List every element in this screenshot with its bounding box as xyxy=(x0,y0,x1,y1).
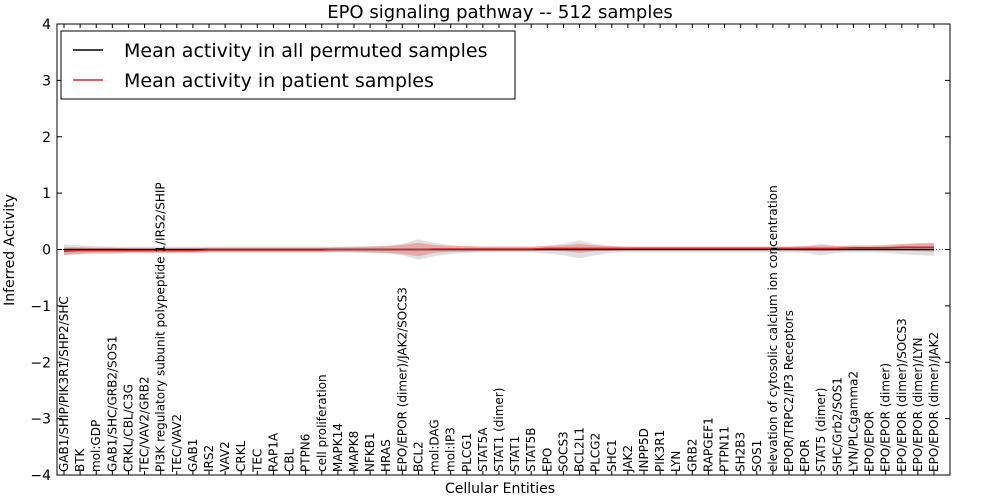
x-tick-label: CBL xyxy=(283,448,297,472)
y-tick-label: 0 xyxy=(42,243,51,259)
x-tick-label: EPO/EPOR (dimer)/JAK2 xyxy=(927,332,941,472)
x-tick-label: mol:GDP xyxy=(89,420,103,472)
x-axis-label: Cellular Entities xyxy=(445,481,555,497)
x-tick-label: mol:IP3 xyxy=(444,427,458,472)
chart-title: EPO signaling pathway -- 512 samples xyxy=(327,2,673,23)
x-tick-label: TEC xyxy=(250,449,264,473)
y-axis-label: Inferred Activity xyxy=(2,194,18,306)
x-ticks: GAB1/SHIP/PIK3R1/SHP2/SHC BTK mol:GDP GAB1/… xyxy=(57,24,941,475)
x-tick-label: elevation of cytosolic calcium ion conce… xyxy=(766,185,780,472)
x-tick-label: GAB1/SHIP/PIK3R1/SHP2/SHC xyxy=(57,296,71,472)
x-tick-label: SOCS3 xyxy=(556,431,570,472)
x-tick-label: HRAS xyxy=(379,439,393,472)
x-tick-label: GAB1/SHC/GRB2/SOS1 xyxy=(105,336,119,472)
y-tick-label: 3 xyxy=(42,73,51,89)
y-ticks: −4 −3 −2 −1 0 1 2 3 4 xyxy=(30,17,950,484)
y-tick-label: 2 xyxy=(42,130,51,146)
x-tick-label: EPO/EPOR (dimer)/LYN xyxy=(911,338,925,472)
x-tick-label: PLCG2 xyxy=(589,433,603,472)
x-tick-label: MAPK14 xyxy=(331,423,345,472)
x-tick-label: LYN xyxy=(669,451,683,472)
y-tick-label: −4 xyxy=(30,468,51,484)
x-tick-label: SHC/Grb2/SOS1 xyxy=(830,377,844,472)
legend-box xyxy=(60,30,516,100)
x-tick-label: MAPK8 xyxy=(347,431,361,472)
lines-layer xyxy=(63,246,934,252)
x-tick-label: SH2B3 xyxy=(734,432,748,472)
y-tick-label: −2 xyxy=(30,355,51,371)
legend-label-permuted: Mean activity in all permuted samples xyxy=(124,40,487,62)
x-tick-label: RAPGEF1 xyxy=(701,417,715,472)
x-tick-label: EPOR xyxy=(798,439,812,472)
x-tick-label: BCL2L1 xyxy=(573,427,587,472)
x-tick-label: TEC/VAV2 xyxy=(170,414,184,473)
x-tick-label: PIK3R1 xyxy=(653,430,667,472)
x-tick-label: GRB2 xyxy=(685,438,699,472)
x-tick-label: STAT1 (dimer) xyxy=(492,388,506,472)
x-tick-label: RAP1A xyxy=(266,432,280,472)
x-tick-label: PTPN6 xyxy=(299,434,313,472)
series-line-patient xyxy=(63,246,934,252)
x-tick-label: GAB1 xyxy=(186,439,200,472)
y-tick-label: −3 xyxy=(30,412,51,428)
x-tick-label: STAT5A xyxy=(476,427,490,472)
y-tick-label: 4 xyxy=(42,17,51,33)
x-tick-label: SOS1 xyxy=(750,440,764,472)
x-tick-label: CRKL xyxy=(234,440,248,472)
x-tick-label: IRS2 xyxy=(202,445,216,472)
x-tick-label: cell proliferation xyxy=(315,374,329,472)
y-tick-label: 1 xyxy=(42,186,51,202)
x-tick-label: SHC1 xyxy=(605,439,619,472)
x-tick-label: TEC/VAV2/GRB2 xyxy=(138,376,152,473)
x-tick-label: STAT5B xyxy=(524,428,538,473)
x-tick-label: PLCG1 xyxy=(460,433,474,472)
x-tick-label: EPOR/TRPC2/IP3 Receptors xyxy=(782,310,796,472)
x-tick-label: STAT5 (dimer) xyxy=(814,388,828,472)
x-tick-label: LYN/PLCgamma2 xyxy=(846,371,860,472)
x-tick-label: BCL2 xyxy=(411,441,425,472)
legend-label-patient: Mean activity in patient samples xyxy=(124,70,434,92)
x-tick-label: EPO xyxy=(540,448,554,472)
x-tick-label: BTK xyxy=(73,447,87,472)
x-tick-label: NFKB1 xyxy=(363,432,377,472)
x-tick-label: EPO/EPOR (dimer) xyxy=(879,363,893,472)
plot-frame xyxy=(56,23,951,476)
x-tick-label: STAT1 xyxy=(508,436,522,472)
x-tick-label: EPO/EPOR (dimer)/JAK2/SOCS3 xyxy=(395,287,409,472)
x-tick-label: INPP5D xyxy=(637,428,651,472)
y-tick-label: −1 xyxy=(30,299,51,315)
legend: Mean activity in all permuted samples Me… xyxy=(60,30,516,100)
x-tick-label: mol:DAG xyxy=(428,419,442,472)
x-tick-label: CRKL/CBL/C3G xyxy=(121,384,135,472)
x-tick-label: VAV2 xyxy=(218,441,232,472)
x-tick-label: PI3K regulatory subunit polypeptide 1/IR… xyxy=(154,182,168,472)
x-tick-label: EPO/EPOR (dimer)/SOCS3 xyxy=(895,318,909,472)
x-tick-label: EPO/EPOR xyxy=(863,411,877,472)
x-tick-label: PTPN11 xyxy=(718,426,732,472)
x-tick-label: JAK2 xyxy=(621,445,635,473)
